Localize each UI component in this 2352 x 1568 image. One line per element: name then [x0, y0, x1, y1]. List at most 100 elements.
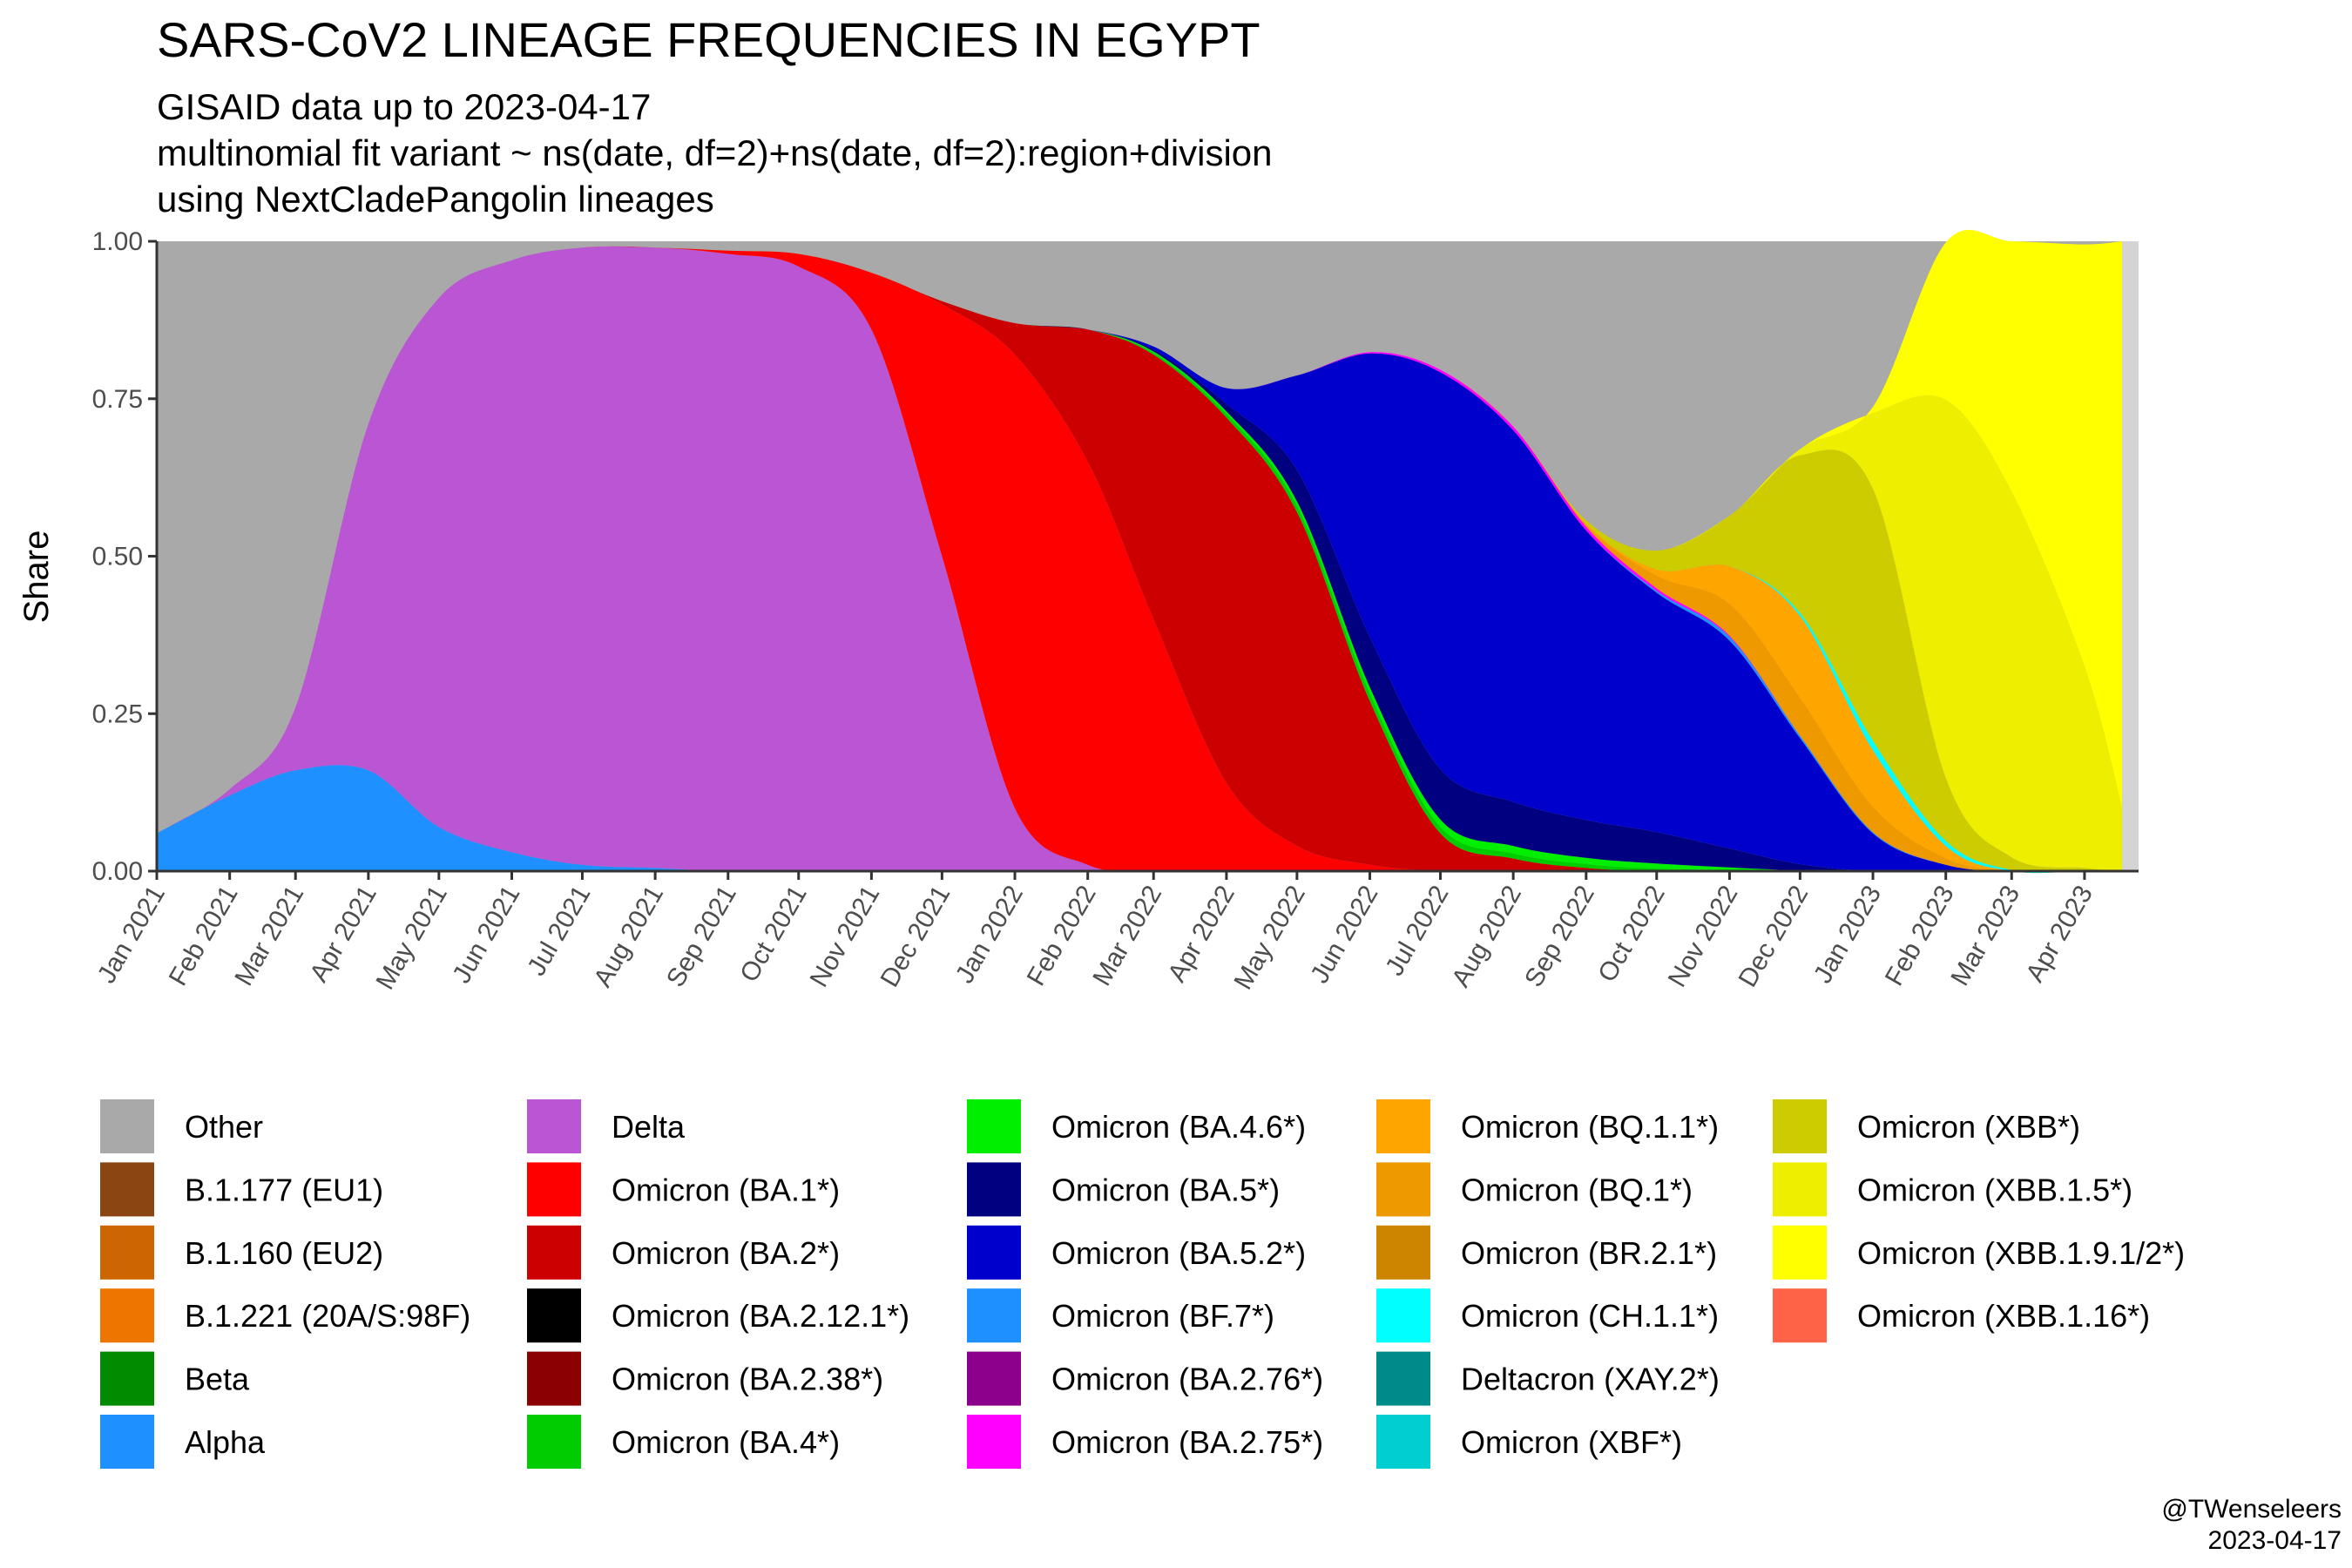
area-alpha — [157, 765, 2123, 872]
legend-swatch-omicron-xbb-1-5 — [1773, 1162, 1827, 1217]
legend-swatch-omicron-ch-1-1 — [1376, 1288, 1430, 1343]
legend-swatch-deltacron-xay-2 — [1376, 1351, 1430, 1406]
legend-label-omicron-ba-4-6: Omicron (BA.4.6*) — [1051, 1109, 1306, 1145]
legend-label-omicron-xbf: Omicron (XBF*) — [1461, 1424, 1682, 1460]
caption-handle: @TWenseleers — [2161, 1495, 2342, 1524]
legend-swatch-other — [100, 1099, 154, 1153]
x-tick-label: Jun 2021 — [447, 881, 525, 988]
area-omicron-xbb — [157, 246, 2123, 873]
legend-label-omicron-bq-1-1: Omicron (BQ.1.1*) — [1461, 1109, 1719, 1145]
caption-date: 2023-04-17 — [2208, 1526, 2342, 1555]
y-axis: 0.00 0.25 0.50 0.75 1.00 — [92, 227, 159, 886]
legend-swatch-omicron-xbb — [1773, 1099, 1827, 1153]
legend-label-omicron-ba-4: Omicron (BA.4*) — [612, 1424, 840, 1460]
legend-swatch-b-1-221-20a-s-98f — [100, 1288, 154, 1343]
legend-label-other: Other — [185, 1109, 263, 1145]
legend-swatch-omicron-ba-4-6 — [967, 1099, 1021, 1153]
area-omicron-ba-5-2 — [157, 246, 2123, 872]
legend-swatch-omicron-xbb-1-16 — [1773, 1288, 1827, 1343]
legend-label-omicron-ba-2-75: Omicron (BA.2.75*) — [1051, 1424, 1323, 1460]
legend-swatch-omicron-ba-2 — [527, 1225, 581, 1280]
legend-swatch-omicron-ba-1 — [527, 1162, 581, 1217]
chart-subtitle-line-3: using NextCladePangolin lineages — [157, 179, 714, 220]
y-axis-title: Share — [17, 531, 56, 624]
x-tick-label: Dec 2021 — [875, 881, 956, 992]
legend-swatch-omicron-ba-2-12-1 — [527, 1288, 581, 1343]
legend-swatch-omicron-ba-2-75 — [967, 1415, 1021, 1469]
x-tick-label: Jan 2023 — [1808, 881, 1887, 988]
x-tick-label: Aug 2021 — [588, 881, 669, 992]
legend-label-omicron-xbb-1-16: Omicron (XBB.1.16*) — [1857, 1298, 2150, 1334]
chart-subtitle-line-1: GISAID data up to 2023-04-17 — [157, 86, 651, 127]
legend-swatch-omicron-ba-5-2 — [967, 1225, 1021, 1280]
legend-label-omicron-bf-7: Omicron (BF.7*) — [1051, 1298, 1274, 1334]
chart-title: SARS-CoV2 LINEAGE FREQUENCIES IN EGYPT — [157, 12, 1260, 67]
legend-swatch-delta — [527, 1099, 581, 1153]
x-tick-label: Jun 2022 — [1305, 881, 1383, 988]
x-tick-label: Jul 2021 — [522, 881, 596, 981]
legend-swatch-alpha — [100, 1415, 154, 1469]
legend-label-omicron-ba-1: Omicron (BA.1*) — [612, 1172, 840, 1207]
legend-label-b-1-221-20a-s-98f: B.1.221 (20A/S:98F) — [185, 1298, 470, 1334]
x-tick-label: Sep 2021 — [661, 881, 742, 992]
x-tick-label: May 2021 — [370, 881, 452, 995]
legend-label-omicron-ba-2: Omicron (BA.2*) — [612, 1235, 840, 1271]
legend-swatch-omicron-ba-2-76 — [967, 1351, 1021, 1406]
area-omicron-ba-1 — [157, 246, 2123, 872]
legend-label-omicron-ch-1-1: Omicron (CH.1.1*) — [1461, 1298, 1719, 1334]
y-tick-label: 0.75 — [92, 385, 143, 414]
x-tick-label: Sep 2022 — [1519, 881, 1600, 992]
x-tick-label: May 2022 — [1228, 881, 1310, 995]
x-tick-label: Jan 2021 — [92, 881, 171, 988]
legend-swatch-b-1-160-eu2 — [100, 1225, 154, 1280]
area-omicron-ba-2 — [157, 246, 2123, 872]
area-omicron-xbb-1-9-1-2 — [157, 229, 2123, 834]
legend-label-omicron-ba-2-12-1: Omicron (BA.2.12.1*) — [612, 1298, 909, 1334]
legend-label-omicron-bq-1: Omicron (BQ.1*) — [1461, 1172, 1693, 1207]
x-tick-label: Jul 2022 — [1380, 881, 1454, 981]
y-tick-label: 0.50 — [92, 543, 143, 571]
x-tick-label: Aug 2022 — [1446, 881, 1527, 992]
x-tick-label: Apr 2022 — [1163, 881, 1240, 987]
x-tick-label: Apr 2023 — [2021, 881, 2099, 987]
x-tick-label: Nov 2021 — [805, 881, 886, 992]
legend-label-alpha: Alpha — [185, 1424, 266, 1460]
legend-label-omicron-xbb: Omicron (XBB*) — [1857, 1109, 2080, 1145]
legend-label-omicron-br-2-1: Omicron (BR.2.1*) — [1461, 1235, 1717, 1271]
legend-swatch-omicron-ba-4 — [527, 1415, 581, 1469]
legend-label-deltacron-xay-2: Deltacron (XAY.2*) — [1461, 1362, 1720, 1397]
plot-area — [157, 229, 2139, 874]
legend-swatch-omicron-xbf — [1376, 1415, 1430, 1469]
legend-label-b-1-177-eu1: B.1.177 (EU1) — [185, 1172, 383, 1207]
x-tick-label: Nov 2022 — [1663, 881, 1744, 992]
legend-label-omicron-ba-5: Omicron (BA.5*) — [1051, 1172, 1280, 1207]
legend-label-omicron-xbb-1-9-1-2: Omicron (XBB.1.9.1/2*) — [1857, 1235, 2185, 1271]
legend-swatch-omicron-xbb-1-9-1-2 — [1773, 1225, 1827, 1280]
legend-swatch-omicron-ba-2-38 — [527, 1351, 581, 1406]
legend: Other B.1.177 (EU1) B.1.160 (EU2) B.1.221 (… — [100, 1099, 2185, 1469]
legend-label-omicron-ba-2-76: Omicron (BA.2.76*) — [1051, 1362, 1323, 1397]
x-tick-label: Oct 2021 — [734, 881, 812, 987]
legend-label-omicron-xbb-1-5: Omicron (XBB.1.5*) — [1857, 1172, 2132, 1207]
legend-swatch-omicron-bf-7 — [967, 1288, 1021, 1343]
x-tick-label: Apr 2021 — [304, 881, 382, 987]
y-tick-label: 1.00 — [92, 227, 143, 256]
legend-label-omicron-ba-5-2: Omicron (BA.5.2*) — [1051, 1235, 1306, 1271]
y-tick-label: 0.00 — [92, 857, 143, 886]
legend-label-omicron-ba-2-38: Omicron (BA.2.38*) — [612, 1362, 883, 1397]
legend-swatch-omicron-bq-1 — [1376, 1162, 1430, 1217]
legend-swatch-omicron-ba-5 — [967, 1162, 1021, 1217]
area-delta — [157, 246, 2123, 872]
x-tick-label: Oct 2022 — [1592, 881, 1670, 987]
legend-label-delta: Delta — [612, 1109, 686, 1145]
x-tick-label: Dec 2022 — [1734, 881, 1815, 992]
legend-swatch-b-1-177-eu1 — [100, 1162, 154, 1217]
legend-swatch-omicron-bq-1-1 — [1376, 1099, 1430, 1153]
projection-band — [2122, 241, 2139, 871]
legend-label-b-1-160-eu2: B.1.160 (EU2) — [185, 1235, 383, 1271]
legend-label-beta: Beta — [185, 1362, 250, 1397]
y-tick-label: 0.25 — [92, 700, 143, 728]
legend-swatch-omicron-br-2-1 — [1376, 1225, 1430, 1280]
